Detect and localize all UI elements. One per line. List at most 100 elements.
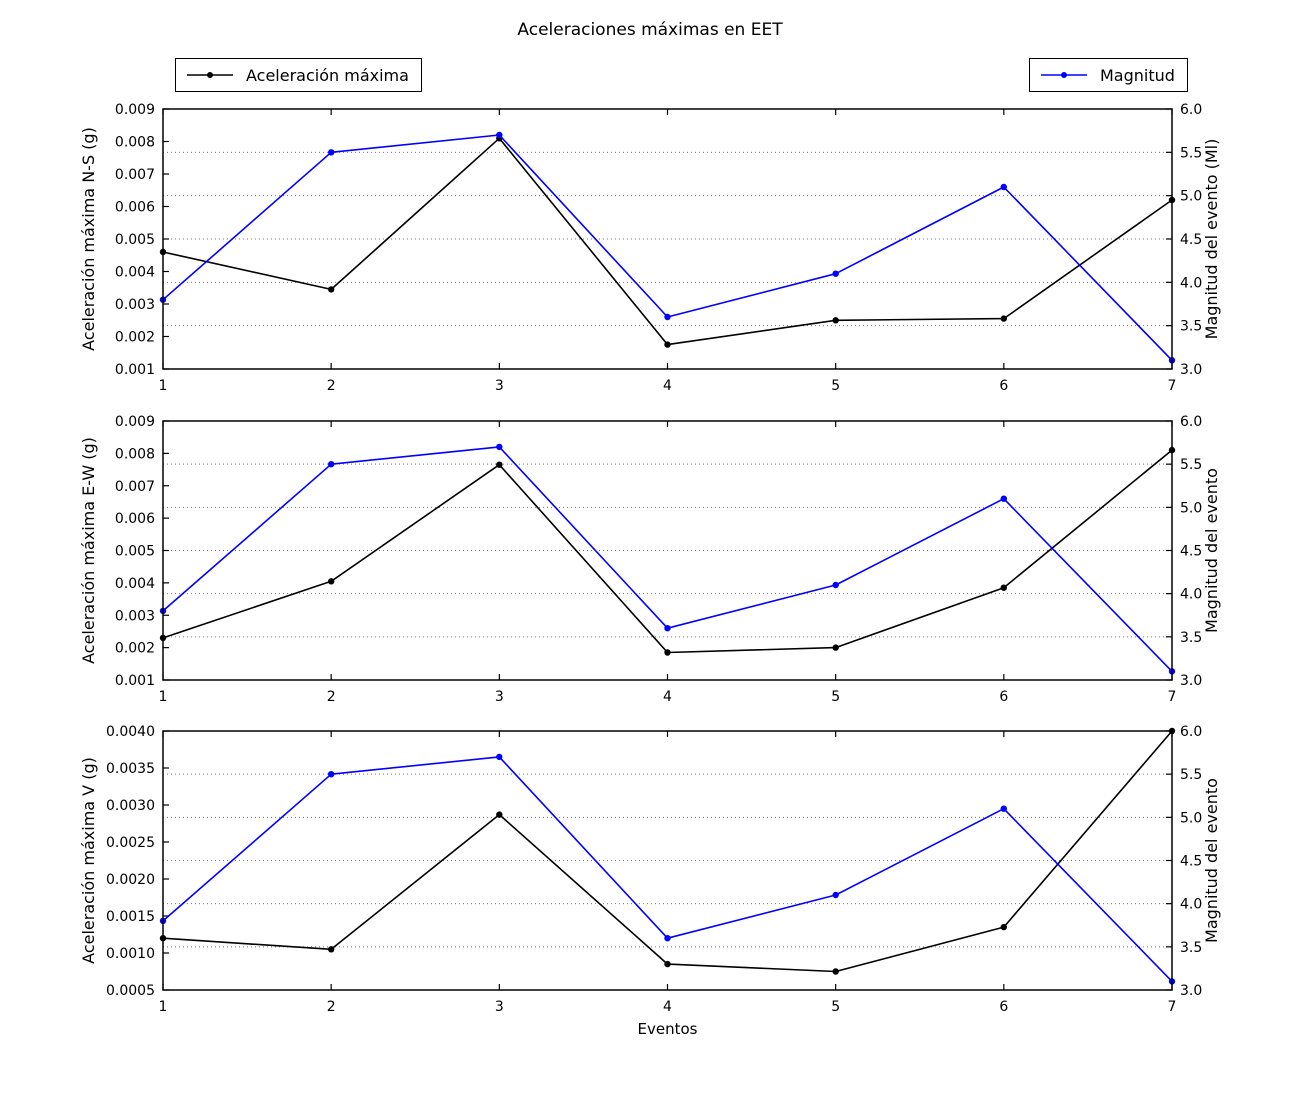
legend-magnitud: Magnitud <box>1029 58 1188 92</box>
y-tick-label-right: 3.0 <box>1180 983 1202 999</box>
x-tick-label: 6 <box>999 378 1008 394</box>
y-tick-label-right: 4.5 <box>1180 232 1202 248</box>
y-tick-label-left: 0.002 <box>115 641 155 657</box>
figure-title: Aceleraciones máximas en EET <box>517 20 783 40</box>
y-tick-label-left: 0.006 <box>115 511 155 527</box>
y-tick-label-right: 5.0 <box>1180 500 1202 516</box>
y-tick-label-right: 4.0 <box>1180 275 1202 291</box>
data-point <box>496 811 503 818</box>
y-tick-label-left: 0.003 <box>115 297 155 313</box>
data-point <box>664 341 671 348</box>
data-point <box>832 317 839 324</box>
series-line-aceleracion <box>162 137 1173 346</box>
x-tick-label: 2 <box>327 378 336 394</box>
y-tick-label-left: 0.0030 <box>106 798 155 814</box>
data-point <box>1000 183 1007 191</box>
data-point <box>496 461 503 468</box>
x-tick-label: 5 <box>831 689 840 705</box>
y-tick-label-right: 4.0 <box>1180 587 1202 603</box>
x-tick-label: 3 <box>495 689 504 705</box>
y-tick-label-right: 6.0 <box>1180 724 1202 740</box>
y-tick-label-left: 0.0010 <box>106 946 155 962</box>
y-tick-label-left: 0.007 <box>115 479 155 495</box>
y-tick-label-left: 0.009 <box>115 102 155 118</box>
data-point <box>832 581 839 589</box>
y-axis-label-right: Magnitud del evento <box>1202 778 1221 943</box>
y-tick-label-left: 0.004 <box>115 265 155 281</box>
data-point <box>328 946 335 953</box>
data-point <box>1000 923 1007 931</box>
data-point <box>328 461 335 468</box>
legend-line-sample-black <box>187 72 233 78</box>
y-axis-label-left: Aceleración máxima V (g) <box>79 757 98 964</box>
x-tick-label: 3 <box>495 999 504 1015</box>
y-tick-label-left: 0.001 <box>115 673 155 689</box>
y-tick-label-left: 0.008 <box>115 135 155 151</box>
y-axis-label-right: Magnitud del evento <box>1202 468 1221 633</box>
y-tick-label-left: 0.007 <box>115 167 155 183</box>
y-tick-label-left: 0.0035 <box>106 761 155 777</box>
y-tick-label-left: 0.003 <box>115 608 155 624</box>
x-tick-label: 1 <box>159 999 168 1015</box>
y-tick-label-left: 0.006 <box>115 200 155 216</box>
y-tick-label-right: 4.5 <box>1180 544 1202 560</box>
legend-label-aceleracion: Aceleración máxima <box>246 65 409 85</box>
x-tick-label: 6 <box>999 999 1008 1015</box>
data-point <box>664 960 671 968</box>
x-tick-label: 7 <box>1168 999 1177 1015</box>
x-tick-label: 5 <box>831 999 840 1015</box>
legend-label-magnitud: Magnitud <box>1100 65 1175 85</box>
x-tick-label: 5 <box>831 378 840 394</box>
y-tick-label-right: 5.5 <box>1180 457 1202 473</box>
data-point <box>664 625 671 632</box>
legend-marker-black <box>207 72 213 78</box>
subplot-ew: 1 2 3 4 5 6 7 0.001 0.002 0.003 0.004 0.005 0.006 0.0… <box>79 414 1221 705</box>
data-point <box>496 443 503 451</box>
y-tick-label-left: 0.0005 <box>106 983 155 999</box>
y-axis-label-left: Aceleración máxima N-S (g) <box>79 127 98 351</box>
y-tick-label-left: 0.005 <box>115 232 155 248</box>
series-line-magnitud <box>162 134 1173 361</box>
axes-frame <box>162 420 1173 681</box>
y-tick-label-right: 5.5 <box>1180 767 1202 783</box>
legend-aceleracion: Aceleración máxima <box>175 58 422 92</box>
x-tick-label: 4 <box>663 689 672 705</box>
data-point <box>328 149 335 156</box>
data-point <box>1000 315 1007 322</box>
data-point <box>832 968 839 975</box>
y-tick-label-right: 6.0 <box>1180 102 1202 118</box>
y-tick-label-right: 3.0 <box>1180 362 1202 378</box>
data-point <box>664 313 671 321</box>
y-tick-label-right: 3.5 <box>1180 630 1202 646</box>
data-point <box>328 286 335 293</box>
y-tick-label-right: 5.0 <box>1180 810 1202 826</box>
x-tick-label: 7 <box>1168 689 1177 705</box>
y-tick-label-right: 3.5 <box>1180 940 1202 956</box>
y-tick-label-left: 0.001 <box>115 362 155 378</box>
y-tick-label-left: 0.009 <box>115 414 155 430</box>
y-tick-label-left: 0.0025 <box>106 835 155 851</box>
x-tick-label: 1 <box>159 378 168 394</box>
data-point <box>832 270 839 277</box>
data-point <box>328 771 335 778</box>
x-tick-label: 2 <box>327 999 336 1015</box>
data-point <box>664 935 671 942</box>
x-tick-label: 4 <box>663 999 672 1015</box>
subplot-ns: 1 2 3 4 5 6 7 0.001 0.002 0.003 0.004 0.005 0.006 0.0… <box>79 102 1221 394</box>
data-point <box>496 131 503 139</box>
y-tick-label-right: 4.0 <box>1180 897 1202 913</box>
data-point <box>832 891 839 899</box>
data-point <box>328 578 335 585</box>
subplot-v: 1 2 3 4 5 6 7 0.0005 0.0010 0.0015 0.0020 0.0025 0.0… <box>79 724 1221 1038</box>
y-tick-label-left: 0.004 <box>115 576 155 592</box>
y-tick-label-right: 6.0 <box>1180 414 1202 430</box>
series-line-aceleracion <box>162 449 1173 654</box>
x-tick-label: 6 <box>999 689 1008 705</box>
x-tick-label: 2 <box>327 689 336 705</box>
y-tick-label-left: 0.0015 <box>106 909 155 925</box>
data-point <box>1000 805 1007 812</box>
y-axis-label-left: Aceleración máxima E-W (g) <box>79 437 98 664</box>
data-point <box>664 649 671 656</box>
